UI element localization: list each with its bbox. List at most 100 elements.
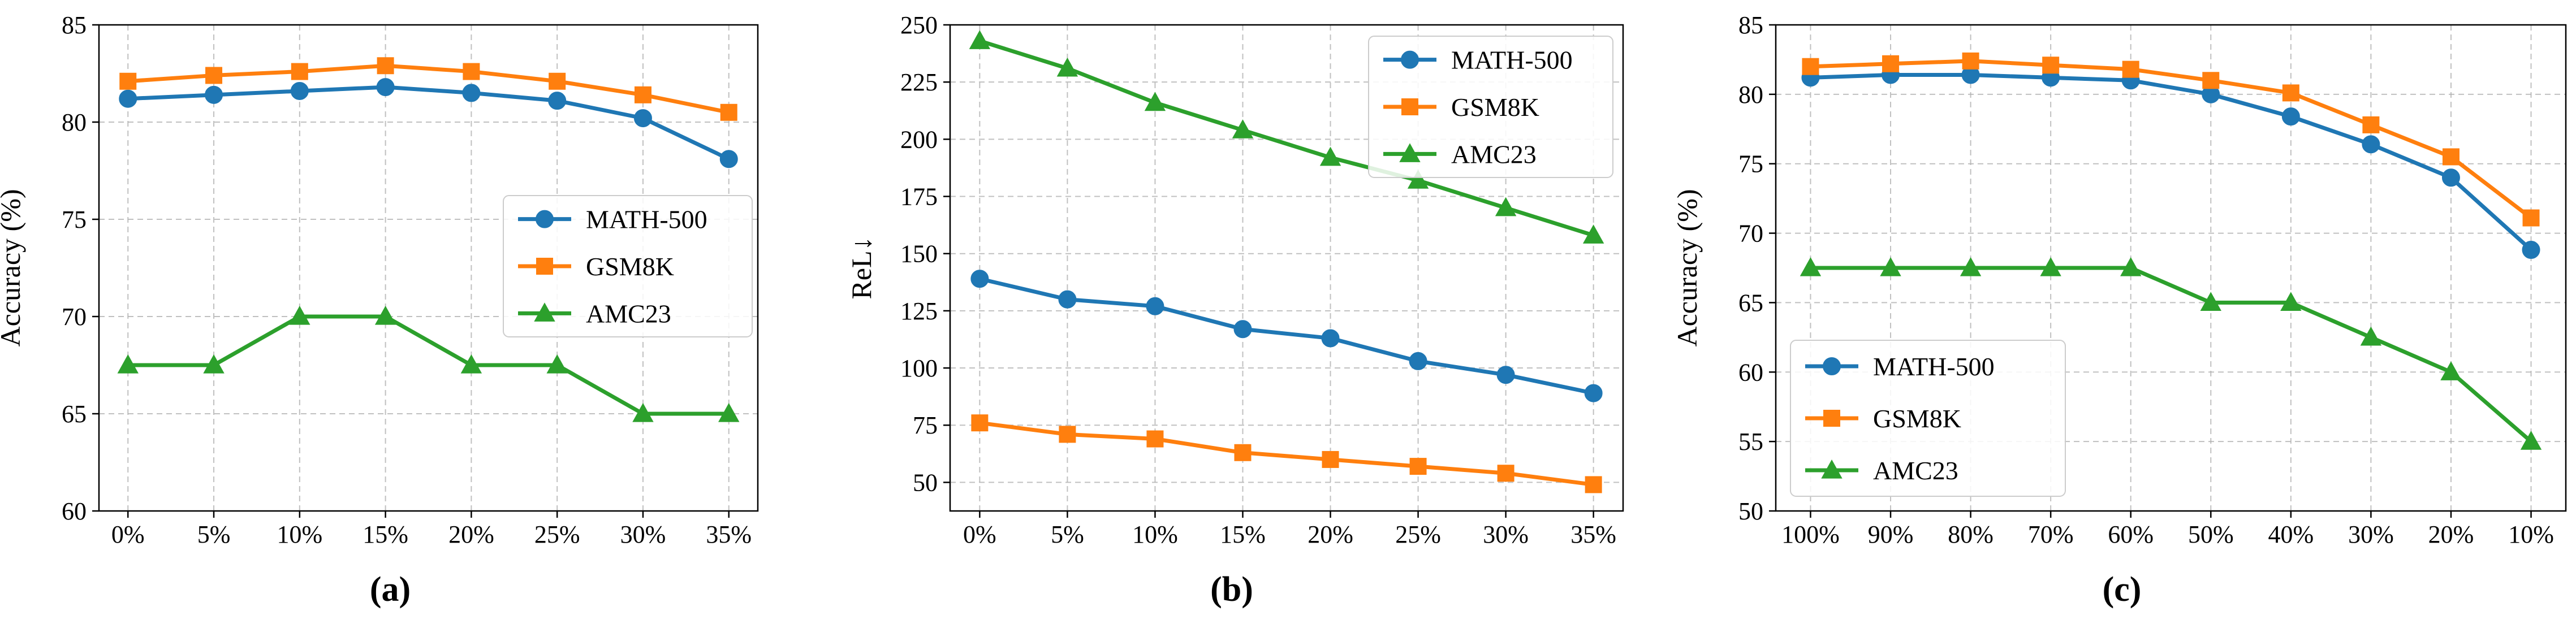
axes-frame — [1775, 24, 2567, 512]
legend-box — [1368, 36, 1613, 178]
legend-marker — [536, 258, 553, 275]
series-line — [128, 85, 730, 161]
data-point — [1056, 57, 1078, 77]
data-point — [119, 89, 137, 108]
y-axis-label: Accuracy (%) — [1671, 189, 1703, 347]
data-point — [1144, 92, 1166, 111]
legend-label: AMC23 — [586, 299, 671, 328]
data-point — [1322, 450, 1339, 468]
x-tick-label: 30% — [2348, 521, 2394, 548]
series-gsm8k — [1802, 52, 2540, 227]
data-point — [2360, 326, 2382, 346]
data-point — [1407, 170, 1429, 189]
x-tick-label: 0% — [111, 521, 145, 548]
data-point — [119, 72, 137, 90]
data-point — [969, 30, 991, 49]
y-tick-label: 225 — [900, 68, 938, 96]
x-tick-label: 15% — [363, 521, 408, 548]
data-point — [374, 305, 396, 325]
y-tick-label: 60 — [62, 497, 87, 525]
series-amc23 — [969, 30, 1604, 244]
x-tick-label: 5% — [197, 521, 231, 548]
y-tick-label: 250 — [900, 11, 938, 39]
x-tick-label: 80% — [1948, 521, 1994, 548]
x-tick-label: 70% — [2028, 521, 2074, 548]
data-point — [1146, 430, 1164, 448]
data-point — [2522, 241, 2540, 259]
chart-panel-1: 0% 5% 10% 15% 20% 25% 30% 35% 60 65 70 75 80 85 Accura… — [0, 11, 759, 609]
x-tick-label: 25% — [534, 521, 580, 548]
x-tick-label: 30% — [620, 521, 666, 548]
x-tick-label: 90% — [1868, 521, 1914, 548]
legend: MATH-500 GSM8K AMC23 — [1790, 340, 2066, 497]
series-amc23 — [117, 305, 740, 422]
y-tick-label: 75 — [913, 411, 938, 439]
data-point — [719, 150, 738, 168]
legend-marker — [1401, 98, 1418, 115]
y-tick-label: 50 — [1738, 497, 1763, 525]
data-point — [460, 354, 482, 374]
data-point — [2442, 148, 2460, 166]
data-point — [1802, 58, 1819, 75]
data-point — [1962, 52, 1979, 70]
legend-marker — [1401, 50, 1419, 69]
chart-panel-3: 100% 90% 80% 70% 60% 50% 40% 30% 20% 10% 50 55 60 65 7… — [1671, 11, 2567, 609]
data-point — [970, 270, 989, 288]
data-point — [463, 63, 480, 80]
y-axis-label: ReL↓ — [845, 236, 877, 299]
y-tick-label: 175 — [900, 183, 938, 211]
legend-marker — [1399, 143, 1421, 162]
data-point — [549, 72, 566, 90]
legend-label: AMC23 — [1451, 140, 1537, 168]
y-tick-label: 60 — [1738, 358, 1763, 386]
x-tick-label: 20% — [1308, 521, 1353, 548]
panel-caption: (c) — [2103, 570, 2142, 609]
x-tick-label: 10% — [277, 521, 322, 548]
y-axis-label: Accuracy (%) — [0, 189, 26, 347]
x-tick-label: 10% — [2508, 521, 2554, 548]
y-tick-label: 75 — [1738, 150, 1763, 178]
data-point — [2282, 84, 2299, 102]
data-point — [2040, 257, 2061, 276]
y-tick-label: 75 — [62, 206, 87, 233]
x-tick-label: 10% — [1132, 521, 1178, 548]
data-point — [2522, 209, 2540, 227]
data-point — [1495, 197, 1517, 216]
data-point — [1409, 458, 1427, 475]
data-point — [1584, 384, 1603, 402]
data-point — [1882, 55, 1900, 72]
data-point — [634, 86, 651, 103]
legend-label: GSM8K — [586, 252, 674, 281]
legend-box — [503, 195, 753, 337]
data-point — [117, 354, 139, 374]
x-tick-label: 20% — [448, 521, 494, 548]
series-gsm8k — [119, 57, 737, 121]
legend-marker — [1823, 357, 1841, 375]
data-point — [718, 402, 740, 422]
data-point — [1960, 257, 1982, 276]
x-tick-label: 50% — [2188, 521, 2234, 548]
x-tick-label: 30% — [1483, 521, 1529, 548]
y-tick-label: 85 — [1738, 11, 1763, 39]
x-tick-label: 15% — [1220, 521, 1266, 548]
legend-label: GSM8K — [1451, 93, 1539, 122]
series-math-500 — [970, 270, 1603, 402]
data-point — [290, 81, 309, 100]
data-point — [1582, 224, 1604, 244]
data-point — [2441, 168, 2460, 187]
data-point — [546, 354, 568, 374]
y-tick-label: 125 — [900, 297, 938, 325]
legend: MATH-500 GSM8K AMC23 — [503, 195, 753, 337]
data-point — [2122, 60, 2139, 78]
data-point — [2042, 57, 2060, 74]
data-point — [203, 354, 225, 374]
y-tick-label: 100 — [900, 354, 938, 382]
data-point — [1232, 119, 1254, 138]
data-point — [971, 414, 989, 432]
x-tick-label: 0% — [963, 521, 996, 548]
legend-box — [1790, 340, 2066, 497]
legend-marker — [1823, 410, 1840, 427]
y-tick-label: 50 — [913, 469, 938, 496]
x-tick-label: 35% — [1570, 521, 1616, 548]
